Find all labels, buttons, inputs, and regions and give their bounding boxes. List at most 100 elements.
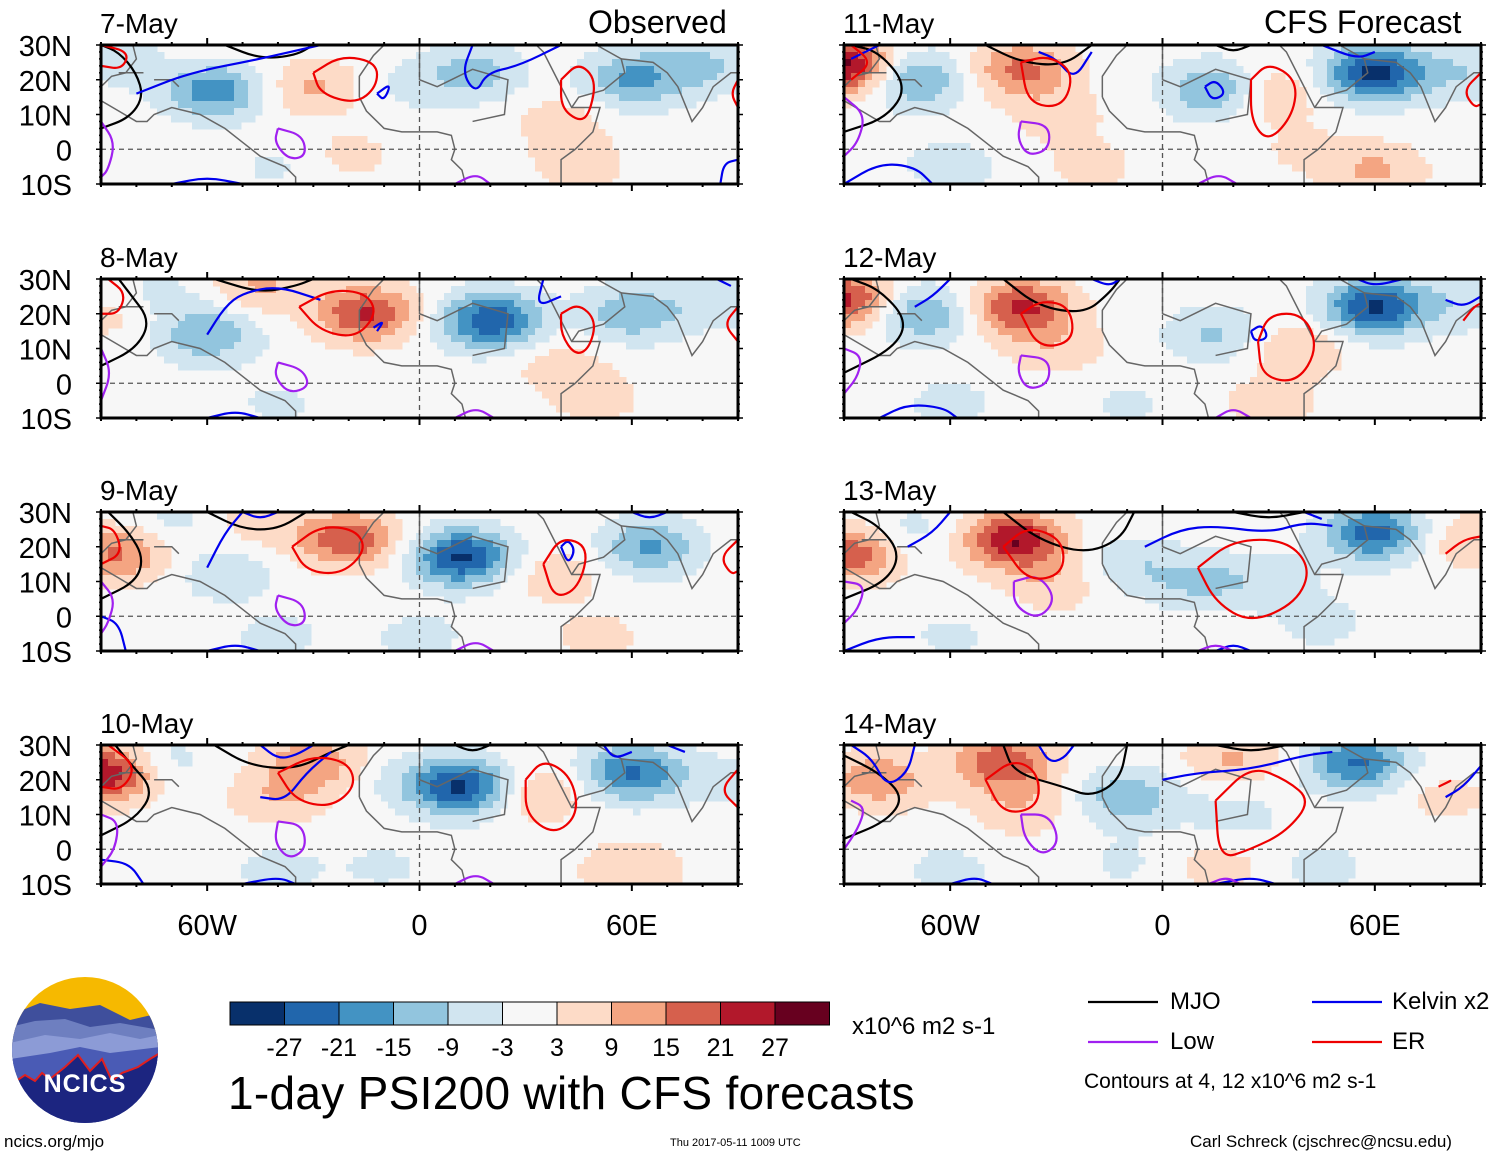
- field-cell: [549, 122, 557, 130]
- field-cell: [858, 73, 866, 81]
- field-cell: [241, 293, 249, 301]
- field-cell: [577, 300, 585, 308]
- field-cell: [542, 356, 550, 364]
- field-cell: [1453, 94, 1461, 102]
- field-cell: [290, 815, 298, 823]
- field-cell: [647, 101, 655, 109]
- field-cell: [1397, 279, 1405, 287]
- coastline: [571, 279, 626, 342]
- field-cell: [101, 526, 109, 534]
- field-cell: [998, 87, 1006, 95]
- field-cell: [928, 73, 936, 81]
- field-cell: [626, 631, 634, 639]
- field-cell: [598, 300, 606, 308]
- field-cell: [290, 624, 298, 632]
- field-cell: [984, 286, 992, 294]
- field-cell: [689, 66, 697, 74]
- field-cell: [528, 377, 536, 385]
- field-cell: [682, 780, 690, 788]
- field-cell: [227, 66, 235, 74]
- field-cell: [1180, 108, 1188, 116]
- field-cell: [1418, 52, 1426, 60]
- field-cell: [647, 533, 655, 541]
- field-cell: [535, 794, 543, 802]
- field-cell: [178, 87, 186, 95]
- field-cell: [332, 87, 340, 95]
- field-cell: [1194, 87, 1202, 95]
- field-cell: [977, 52, 985, 60]
- field-cell: [402, 321, 410, 329]
- field-cell: [185, 66, 193, 74]
- field-cell: [171, 101, 179, 109]
- field-cell: [430, 533, 438, 541]
- field-cell: [269, 307, 277, 315]
- field-cell: [591, 286, 599, 294]
- field-cell: [598, 66, 606, 74]
- field-cell: [332, 314, 340, 322]
- field-cell: [570, 73, 578, 81]
- field-cell: [479, 342, 487, 350]
- field-cell: [241, 582, 249, 590]
- field-cell: [325, 300, 333, 308]
- field-cell: [353, 143, 361, 151]
- field-cell: [1355, 178, 1363, 184]
- field-cell: [136, 533, 144, 541]
- field-cell: [528, 108, 536, 116]
- field-cell: [192, 94, 200, 102]
- field-cell: [535, 150, 543, 158]
- field-cell: [886, 45, 894, 53]
- field-cell: [381, 871, 389, 879]
- field-cell: [248, 794, 256, 802]
- field-cell: [479, 575, 487, 583]
- field-cell: [395, 794, 403, 802]
- field-cell: [1019, 52, 1027, 60]
- field-cell: [970, 178, 978, 184]
- field-cell: [1362, 45, 1370, 53]
- field-cell: [318, 286, 326, 294]
- field-cell: [542, 164, 550, 172]
- field-cell: [1201, 115, 1209, 123]
- field-cell: [619, 745, 627, 753]
- field-cell: [150, 575, 158, 583]
- field-cell: [479, 94, 487, 102]
- field-cell: [1012, 73, 1020, 81]
- field-cell: [633, 575, 641, 583]
- field-cell: [339, 335, 347, 343]
- field-cell: [872, 52, 880, 60]
- field-cell: [661, 857, 669, 865]
- field-cell: [640, 342, 648, 350]
- field-cell: [584, 857, 592, 865]
- field-cell: [1432, 101, 1440, 109]
- field-cell: [339, 73, 347, 81]
- field-cell: [115, 801, 123, 809]
- field-cell: [262, 624, 270, 632]
- field-cell: [844, 279, 852, 287]
- field-cell: [1348, 279, 1356, 287]
- field-cell: [633, 759, 641, 767]
- field-cell: [1201, 94, 1209, 102]
- field-cell: [668, 66, 676, 74]
- field-cell: [241, 596, 249, 604]
- field-cell: [535, 307, 543, 315]
- field-cell: [283, 801, 291, 809]
- field-cell: [584, 328, 592, 336]
- field-cell: [381, 554, 389, 562]
- field-cell: [325, 759, 333, 767]
- field-cell: [963, 150, 971, 158]
- field-cell: [1369, 143, 1377, 151]
- field-cell: [129, 752, 137, 760]
- field-cell: [570, 349, 578, 357]
- field-cell: [199, 582, 207, 590]
- field-cell: [1194, 108, 1202, 116]
- field-cell: [367, 143, 375, 151]
- field-cell: [248, 321, 256, 329]
- field-cell: [101, 540, 109, 548]
- field-cell: [661, 328, 669, 336]
- field-cell: [577, 398, 585, 406]
- field-cell: [598, 638, 606, 646]
- coastline: [101, 566, 297, 651]
- field-cell: [893, 73, 901, 81]
- field-cell: [626, 864, 634, 872]
- field-cell: [276, 850, 284, 858]
- field-cell: [171, 307, 179, 315]
